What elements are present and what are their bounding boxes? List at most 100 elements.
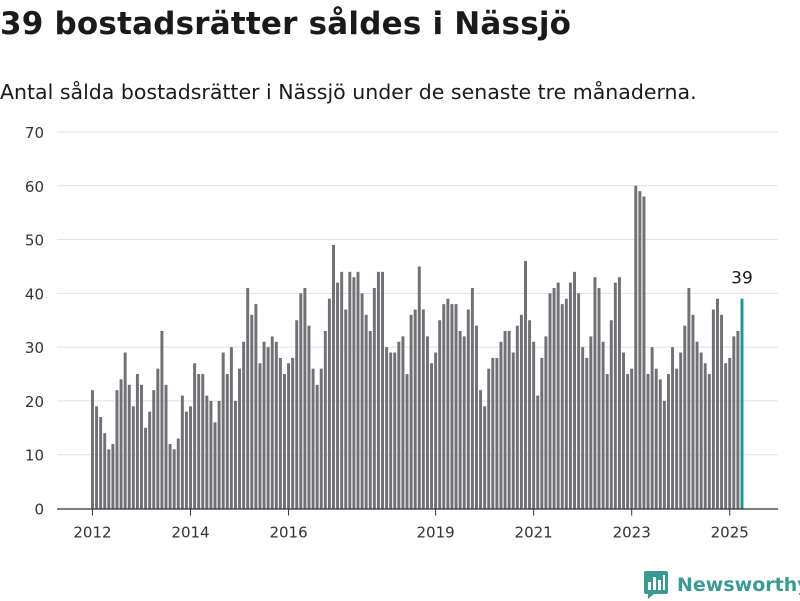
bar [552,287,556,509]
bar [217,400,221,509]
bar [164,384,168,509]
newsworthy-brand[interactable]: Newsworthy [644,569,800,601]
x-tick-label: 2021 [515,524,553,542]
bar [172,449,176,509]
bar [274,341,278,509]
y-axis-ticks: 0 10 20 30 40 50 60 70 [25,124,44,519]
bar [573,271,576,509]
bar [499,341,503,509]
bar [671,347,675,509]
bar [568,282,572,509]
bar [564,298,568,509]
bar [360,293,364,509]
bar [287,363,291,509]
bar [434,352,438,509]
bar [246,287,250,509]
bar [662,400,666,509]
bar [205,395,209,509]
chart-title: 39 bostadsrätter såldes i Nässjö [0,6,572,42]
brand-name: Newsworthy [677,574,800,596]
bar [622,352,625,509]
bar [524,261,527,509]
bar [458,331,462,509]
bar [495,357,499,509]
bar [491,357,495,509]
bar [720,314,724,509]
bar [258,363,262,509]
bar [389,352,393,509]
bar [95,406,99,509]
bars [91,185,744,509]
x-tick-label: 2014 [171,524,209,542]
bar [270,336,274,509]
bar [507,331,511,509]
bar [466,309,470,509]
data-labels: 39 [731,269,753,289]
bar [675,368,679,509]
bar [454,304,458,509]
bar [470,287,474,509]
bar [111,443,115,509]
bar [613,282,617,509]
bar [376,271,380,509]
bar [352,277,356,509]
bar [609,320,613,509]
bar [340,271,344,509]
bar [356,271,360,509]
bar [577,293,581,509]
x-tick-label: 2025 [711,524,749,542]
bar [291,357,295,509]
bar [519,314,523,509]
bar [536,395,540,509]
bar [144,427,148,509]
bar [581,347,585,509]
bar [474,325,478,509]
bar [401,336,405,509]
bar [368,331,372,509]
bar [421,309,425,509]
x-tick-label: 2012 [73,524,111,542]
bar [532,341,536,509]
y-tick-label: 20 [25,393,44,411]
bar [336,282,340,509]
bar [295,320,299,509]
bar [344,309,348,509]
bar [479,390,483,509]
bar [666,374,670,509]
bar [703,363,707,509]
bar [148,411,152,509]
bar [691,314,695,509]
y-tick-label: 0 [34,501,44,519]
bar [560,304,564,509]
bar [462,336,466,509]
bar [115,390,119,509]
bar [213,422,217,509]
bar [438,320,442,509]
bar [233,400,237,509]
bar [225,374,229,509]
bar [266,347,270,509]
bar [123,352,127,509]
bar [250,314,254,509]
bar [626,374,630,509]
bar [332,244,335,509]
bar [593,277,597,509]
bar [405,374,409,509]
y-tick-label: 10 [25,447,44,465]
bar [707,374,711,509]
bar [364,314,368,509]
bar [409,314,413,509]
bar [184,411,188,509]
bar [711,309,715,509]
bar [303,287,307,509]
bar [323,331,327,509]
bar [540,357,544,509]
bar [99,417,103,509]
bar [319,368,323,509]
bar [221,352,225,509]
bar [381,271,384,509]
highlight-value-label: 39 [731,269,753,289]
bar [724,363,728,509]
bar [152,390,156,509]
